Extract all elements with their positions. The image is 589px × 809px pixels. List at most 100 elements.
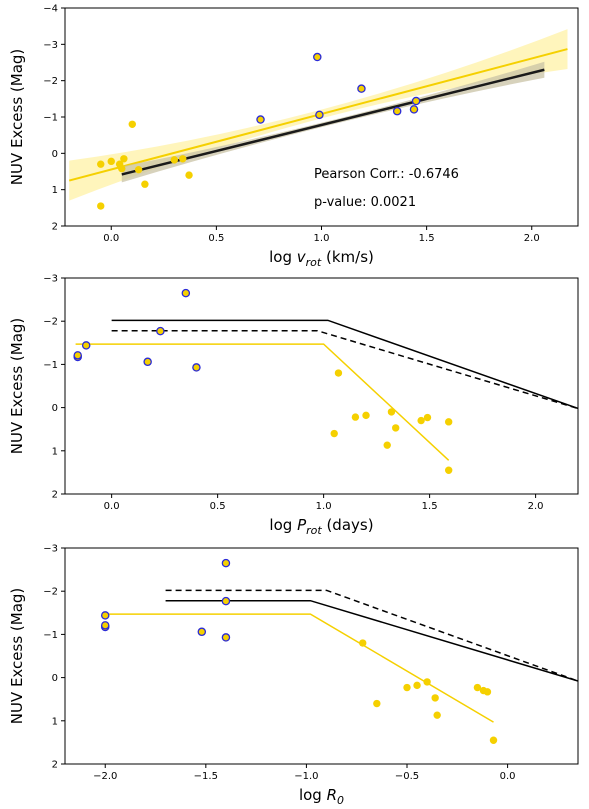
x-tick-label: 0.0 [103,233,119,244]
data-point [118,164,126,173]
x-tick-label: −1.5 [194,771,218,782]
y-tick-label: −2 [43,587,58,598]
model-line-dark-dashed [165,589,578,682]
x-tick-label: 1.0 [314,233,330,244]
data-point [170,156,179,164]
data-point-outlined [81,341,91,350]
x-tick-label: 1.5 [419,233,435,244]
data-point [391,424,400,432]
data-point [97,202,105,210]
data-point [120,155,128,163]
data-point [423,678,431,686]
y-tick-label: −1 [43,630,58,641]
data-point-outlined [411,96,421,106]
data-point [417,416,425,425]
data-point-outlined [197,627,207,637]
y-tick-label: −2 [43,76,58,87]
x-axis-label: log Prot (days) [269,516,373,537]
data-point-outlined [100,621,110,630]
data-point-outlined [409,105,419,114]
y-tick-label: −3 [43,40,58,51]
y-axis-label: NUV Excess (Mag) [8,49,26,186]
y-tick-label: −1 [43,360,58,371]
y-tick-label: 1 [52,185,58,196]
y-tick-label: 0 [52,403,58,414]
data-point [431,694,439,702]
x-tick-label: 0.0 [104,501,120,512]
data-point [362,411,370,420]
data-point [128,120,136,128]
plot-area [68,29,568,210]
model-line-gold-solid [75,343,450,461]
y-tick-label: 1 [52,716,58,727]
data-point [351,413,360,421]
data-point [433,711,441,719]
p-value-annotation: p-value: 0.0021 [314,195,416,210]
x-axis-label: log R0 [299,786,344,807]
data-point-outlined [256,115,265,124]
pearson-correlation-annotation: Pearson Corr.: -0.6746 [314,167,459,182]
data-point-outlined [221,633,231,642]
axes-frame [64,547,579,765]
data-point [179,155,187,163]
data-point [383,441,391,449]
y-tick-label: 1 [52,446,58,457]
y-axis-label: NUV Excess (Mag) [8,588,26,725]
data-point-outlined [313,52,322,62]
panel-2: 0.0 0.5 1.0 1.5 2.0 −3 −2 −1 0 1 2 log Prot (days) N… [8,274,579,537]
y-tick-label: −2 [43,317,58,328]
plot-area [100,558,578,744]
panel-3: −2.0 −1.5 −1.0 −0.5 0.0 −3 −2 −1 0 1 2 log R0 NUV Ex… [8,544,579,807]
x-tick-label: 1.5 [422,501,438,512]
x-tick-label: 0.0 [500,771,516,782]
data-point-outlined [192,363,201,372]
data-point [423,413,432,422]
x-tick-label: 0.5 [210,501,226,512]
data-point [489,736,498,744]
x-axis-label: log vrot (km/s) [269,248,374,269]
x-tick-label: 0.5 [208,233,224,244]
x-tick-label: −2.0 [93,771,117,782]
model-line-gold-solid [105,613,494,723]
data-point [330,429,338,438]
data-point-outlined [156,326,165,336]
data-point [373,699,381,708]
y-tick-label: −3 [43,544,58,555]
y-tick-label: −3 [43,274,58,285]
data-point-outlined [100,611,110,620]
y-tick-label: 0 [52,673,58,684]
x-tick-label: −1.0 [294,771,318,782]
y-tick-label: 0 [52,149,58,160]
data-point-outlined [143,357,152,367]
model-line-dark-dashed [111,329,578,410]
plot-area [73,288,578,474]
data-point-outlined [221,558,231,568]
data-point [185,171,193,179]
data-point-outlined [392,106,402,116]
dark-fit-line [121,68,545,176]
data-point [107,157,115,166]
data-point [444,418,453,426]
x-tick-label: 1.0 [316,501,332,512]
data-point [334,369,343,377]
axes-frame [64,277,579,495]
y-tick-label: 2 [52,490,58,501]
y-tick-label: −4 [43,4,58,15]
model-line-dark-solid [111,319,578,410]
data-point [134,165,143,174]
y-axis-label: NUV Excess (Mag) [8,318,26,455]
data-point [387,408,396,416]
data-point-outlined [357,84,366,93]
data-point [359,639,367,647]
data-point-outlined [221,596,231,606]
x-tick-label: 2.0 [524,233,540,244]
data-point [413,681,421,690]
data-point [483,688,492,696]
data-point-outlined [315,110,324,120]
y-tick-label: −1 [43,113,58,124]
x-tick-label: −0.5 [395,771,419,782]
panel-1: 0.0 0.5 1.0 1.5 2.0 −4 −3 −2 −1 0 1 2 log vrot (km/s… [8,4,579,269]
data-point [141,180,149,188]
data-point [473,683,482,692]
